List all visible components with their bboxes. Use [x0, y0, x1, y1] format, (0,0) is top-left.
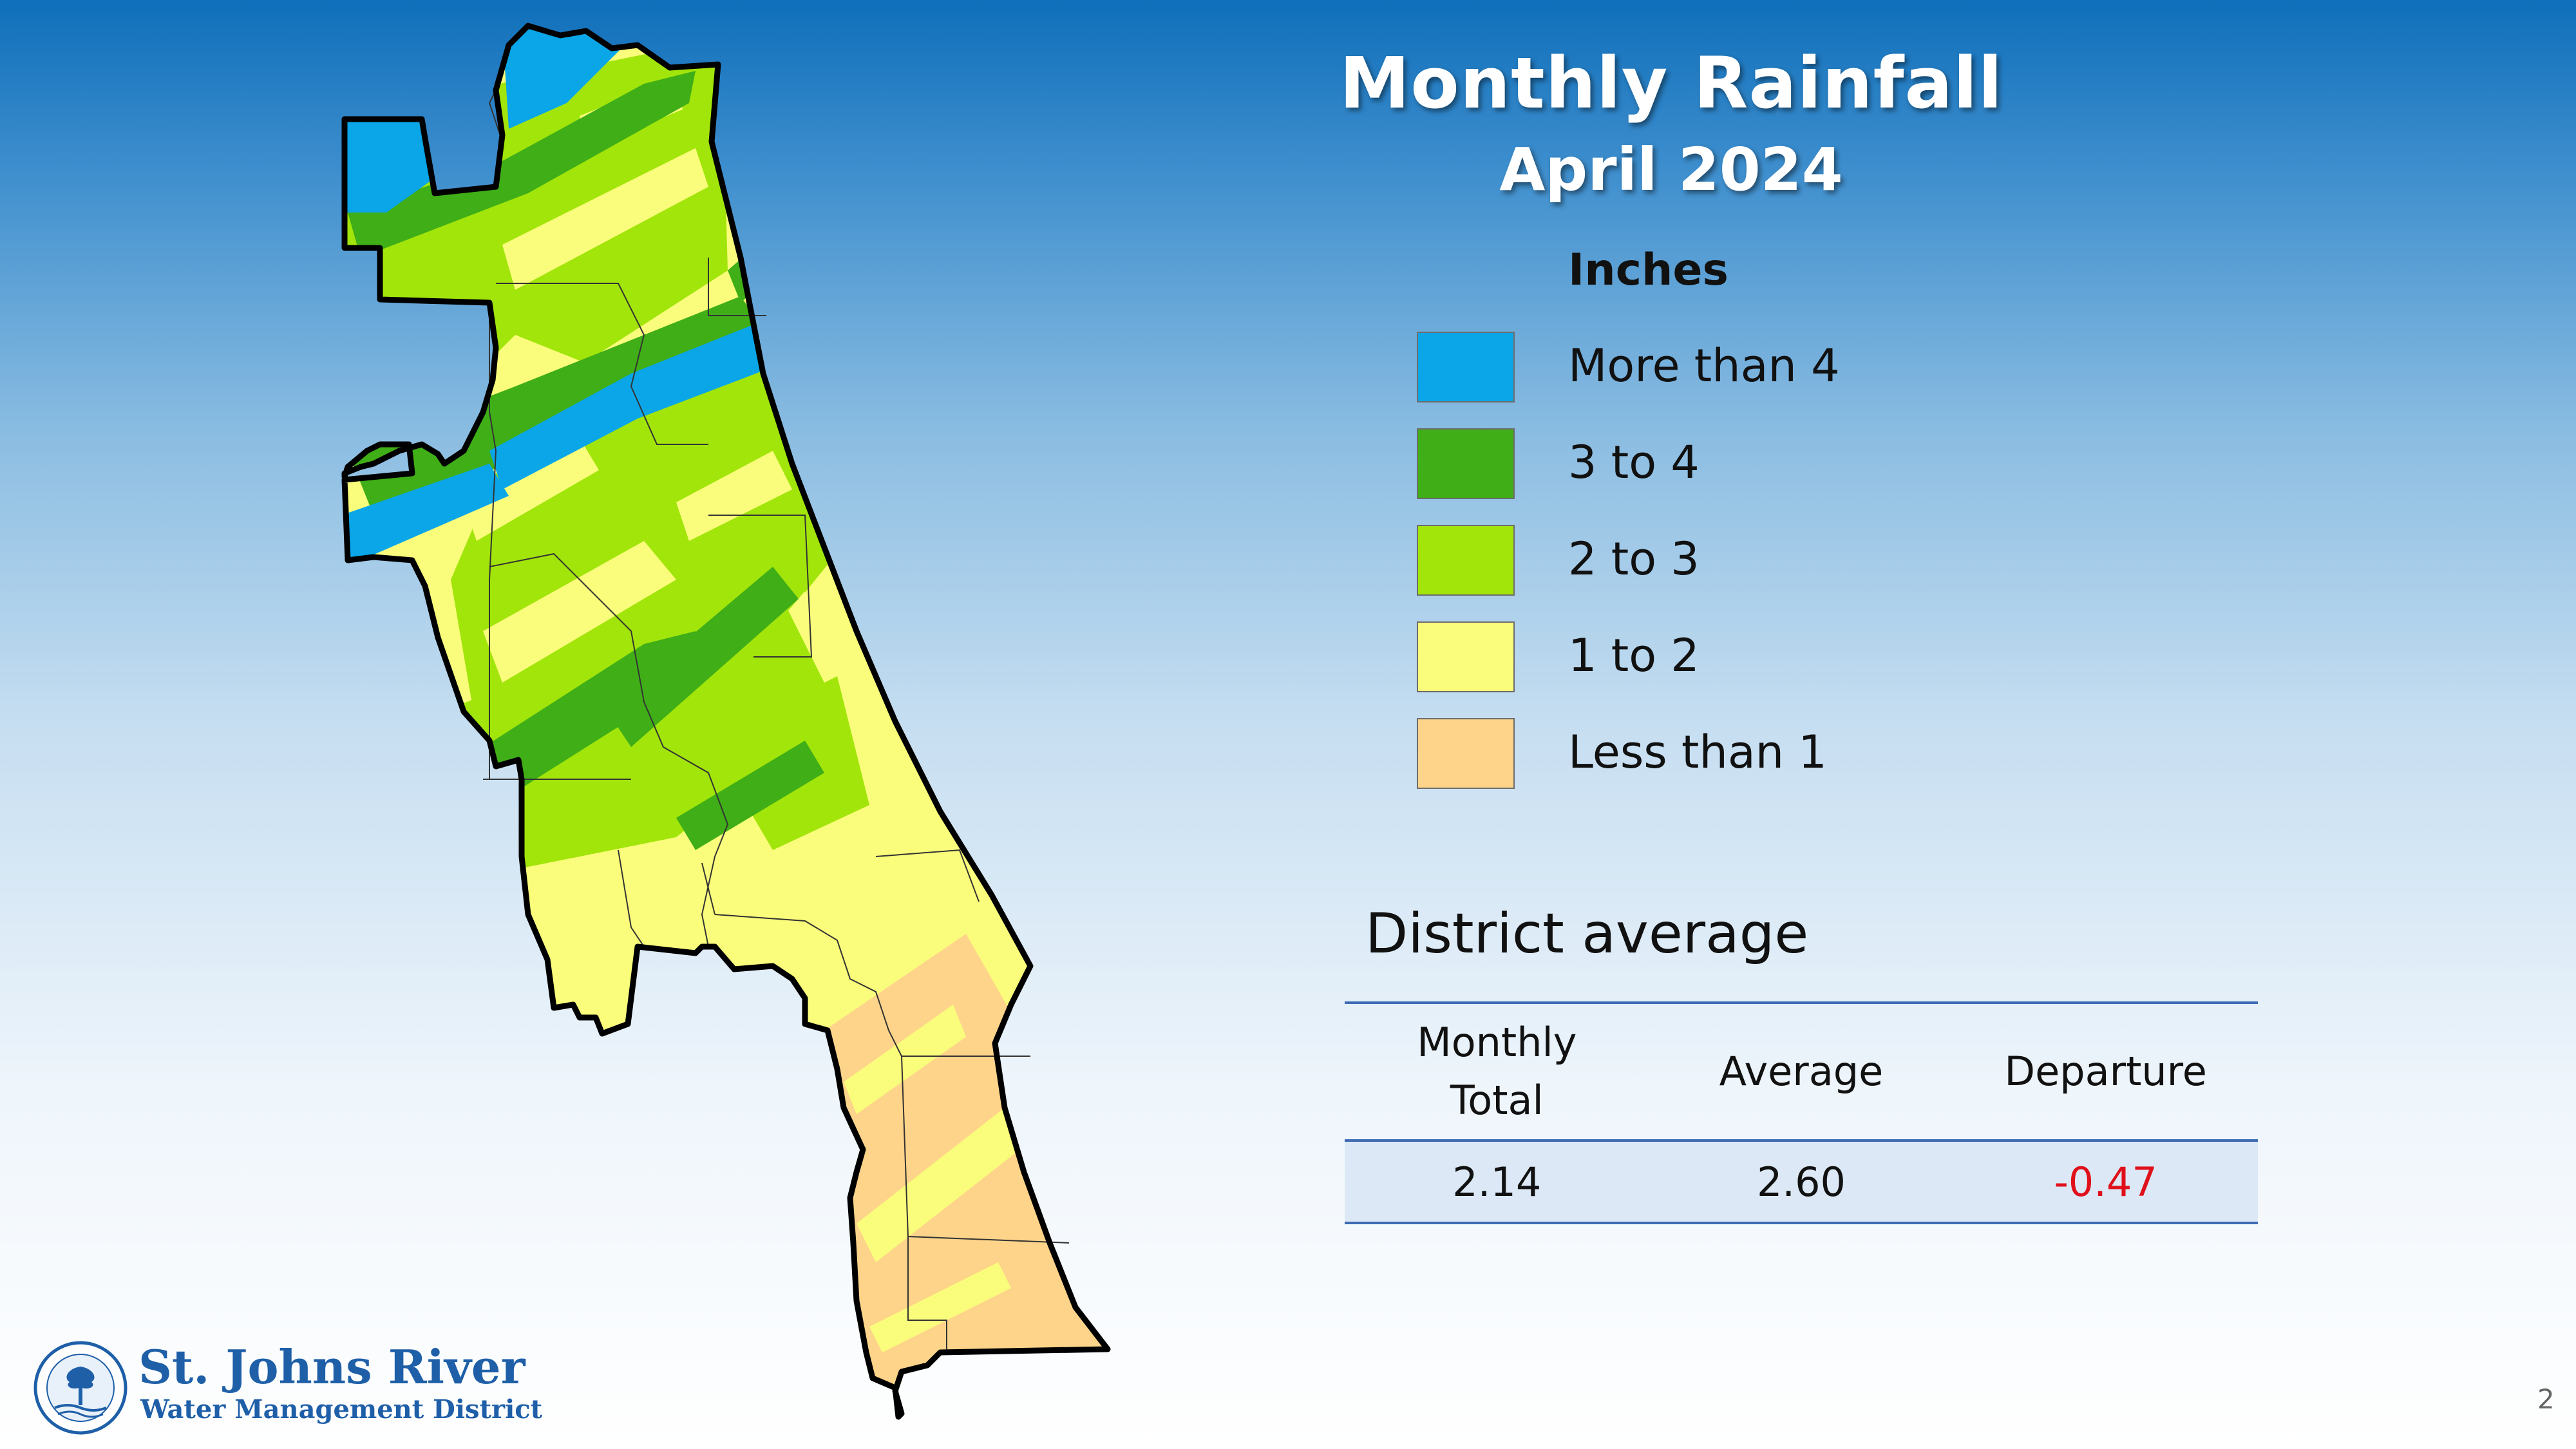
average-value: 2.60 [1649, 1141, 1954, 1224]
legend-swatch [1417, 332, 1515, 402]
column-header-monthly-total: Monthly Total [1345, 1001, 1649, 1142]
departure-value: -0.47 [1953, 1141, 2258, 1224]
legend-label: More than 4 [1568, 339, 1840, 392]
organization-name: St. Johns River [138, 1340, 526, 1394]
column-header-departure: Departure [1953, 1001, 2258, 1142]
organization-subname: Water Management District [140, 1394, 543, 1425]
district-seal-logo [33, 1341, 128, 1435]
legend-swatch [1417, 621, 1515, 692]
legend-label: 3 to 4 [1568, 436, 1700, 489]
district-average-table: Monthly Total Average Departure 2.14 2.6… [1345, 1001, 2258, 1224]
district-average-heading: District average [1365, 902, 1809, 966]
legend-swatch [1417, 718, 1515, 789]
legend-swatch [1417, 525, 1515, 596]
legend-label: 1 to 2 [1568, 629, 1700, 682]
table-row: 2.14 2.60 -0.47 [1345, 1141, 2258, 1224]
monthly-total-value: 2.14 [1345, 1141, 1649, 1224]
page-subtitle: April 2024 [1499, 135, 1843, 204]
legend-title: Inches [1568, 245, 1729, 296]
page-number: 2 [2537, 1383, 2555, 1415]
legend-swatch [1417, 428, 1515, 499]
page-title: Monthly Rainfall [1339, 42, 2003, 124]
column-header-average: Average [1649, 1001, 1954, 1142]
rainfall-map [341, 23, 1111, 1420]
legend-label: Less than 1 [1568, 726, 1827, 779]
legend-label: 2 to 3 [1568, 533, 1700, 585]
monthly-total-header-text: Monthly Total [1417, 1019, 1577, 1124]
